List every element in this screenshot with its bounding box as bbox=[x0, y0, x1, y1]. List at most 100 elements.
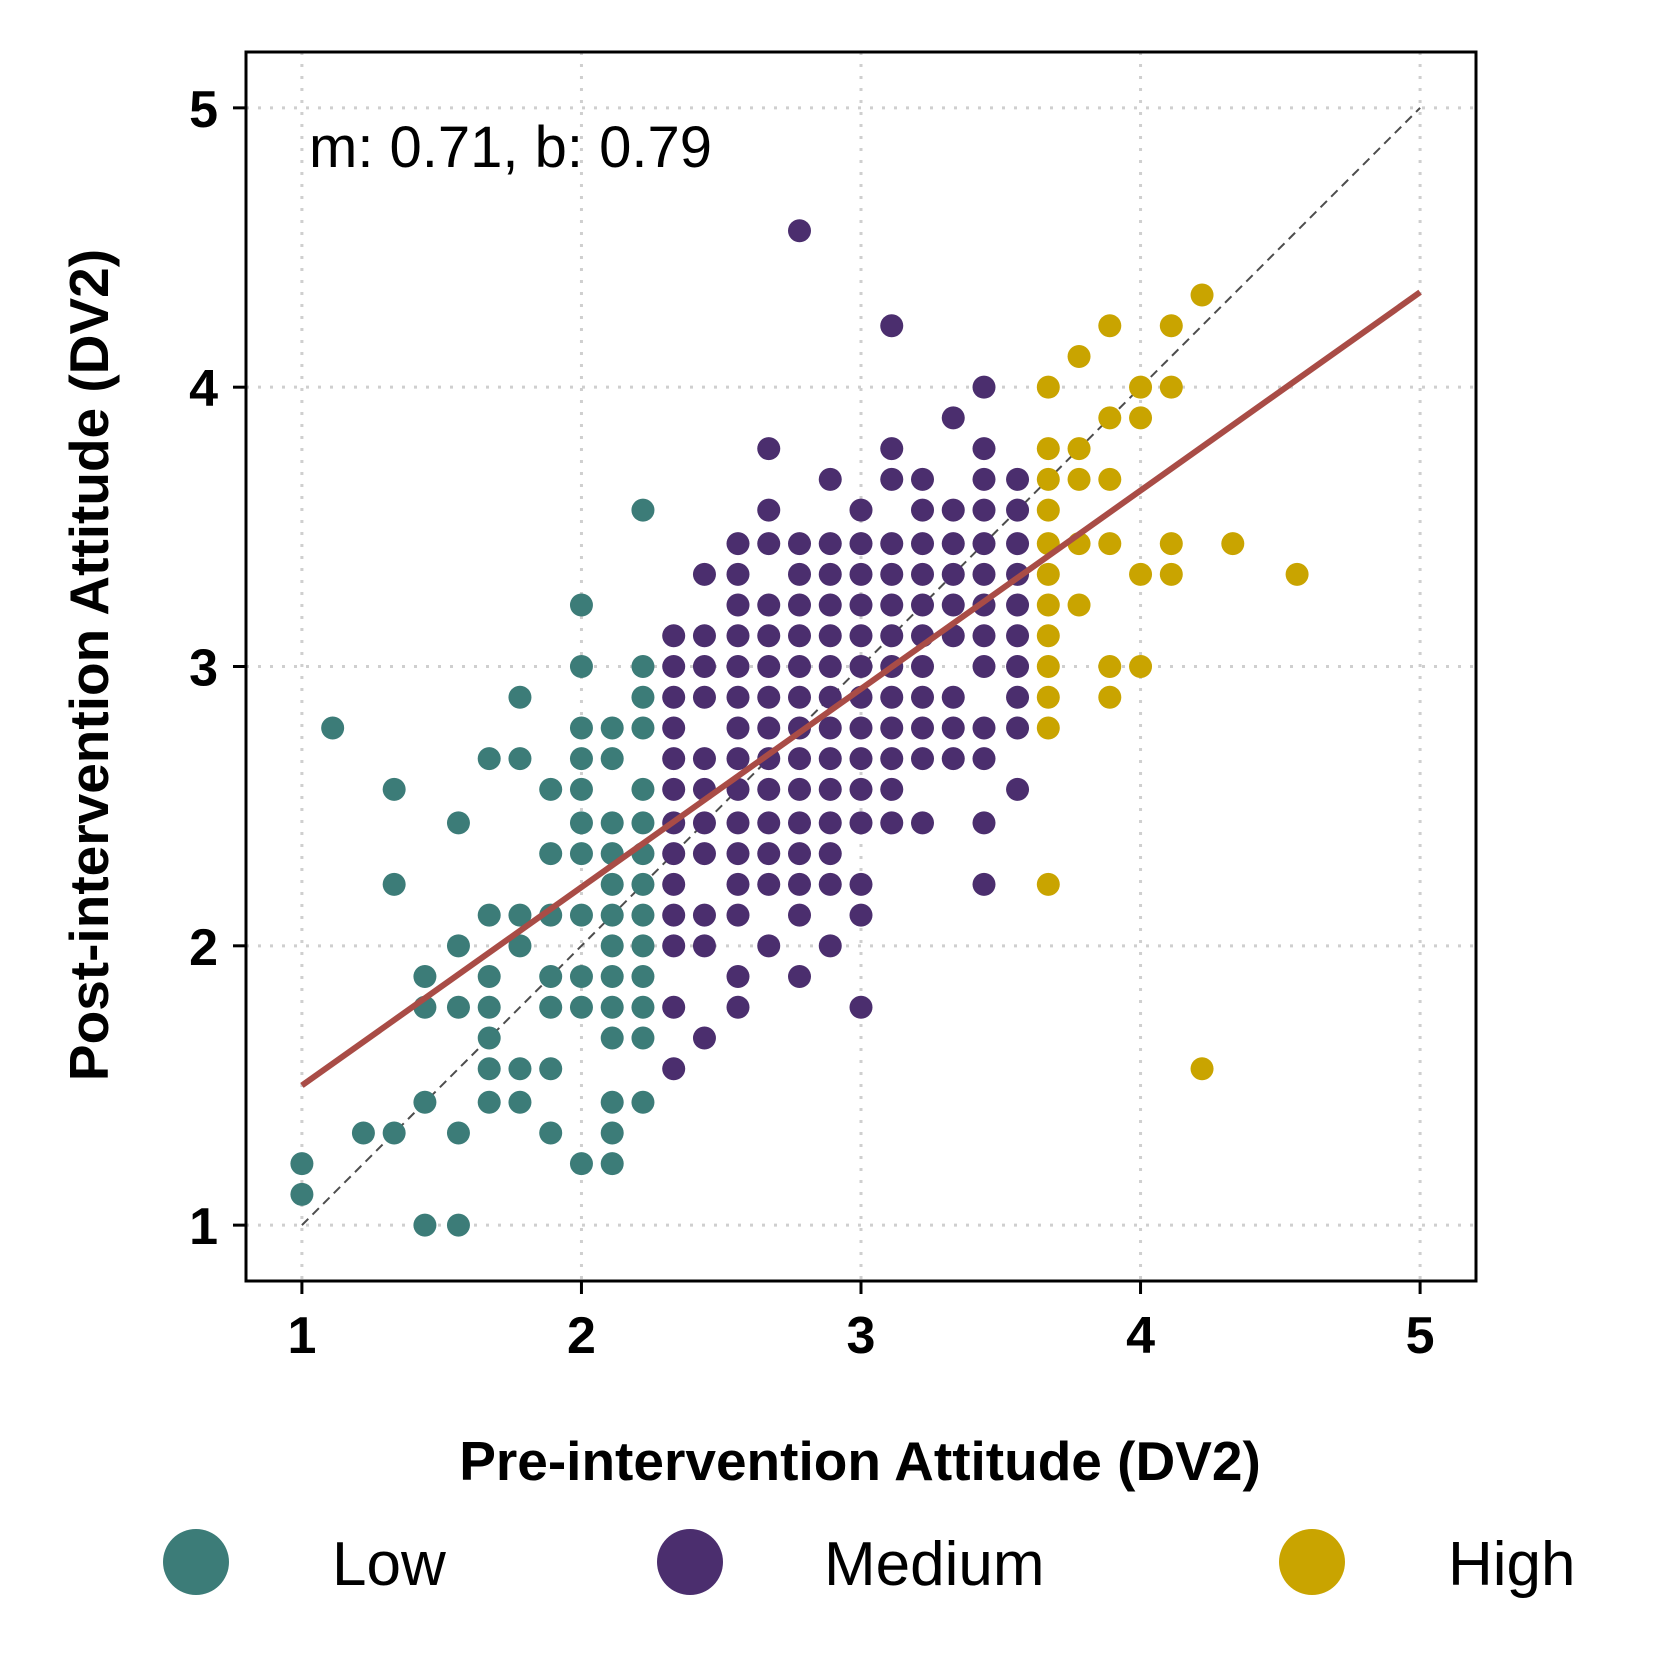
point-medium bbox=[880, 437, 904, 461]
point-medium bbox=[726, 655, 750, 678]
point-medium bbox=[818, 624, 842, 648]
point-medium bbox=[1006, 593, 1030, 617]
point-medium bbox=[757, 777, 781, 801]
point-low bbox=[569, 655, 593, 678]
point-low bbox=[413, 965, 437, 989]
point-high bbox=[1098, 655, 1122, 678]
x-axis-title: Pre-intervention Attitude (DV2) bbox=[459, 1430, 1261, 1492]
point-low bbox=[413, 1090, 437, 1114]
point-high bbox=[1098, 406, 1122, 430]
point-medium bbox=[692, 1026, 716, 1050]
point-low bbox=[539, 777, 563, 801]
point-medium bbox=[941, 562, 965, 586]
point-medium bbox=[972, 437, 996, 461]
point-low bbox=[600, 747, 624, 771]
legend-marker-medium bbox=[657, 1529, 723, 1595]
point-high bbox=[1129, 406, 1153, 430]
point-high bbox=[1036, 467, 1060, 491]
point-medium bbox=[662, 1057, 686, 1081]
point-medium bbox=[972, 562, 996, 586]
point-high bbox=[1067, 437, 1091, 461]
point-medium bbox=[726, 747, 750, 771]
point-low bbox=[600, 1090, 624, 1114]
point-high bbox=[1098, 685, 1122, 709]
point-medium bbox=[726, 842, 750, 866]
point-low bbox=[631, 777, 655, 801]
point-medium bbox=[788, 562, 811, 586]
point-medium bbox=[880, 747, 904, 771]
point-low bbox=[477, 1026, 501, 1050]
point-medium bbox=[726, 685, 750, 709]
point-medium bbox=[818, 934, 842, 958]
point-medium bbox=[972, 811, 996, 835]
point-low bbox=[539, 1121, 563, 1145]
point-low bbox=[631, 1026, 655, 1050]
point-medium bbox=[941, 747, 965, 771]
point-medium bbox=[1006, 532, 1030, 556]
point-low bbox=[600, 811, 624, 835]
point-medium bbox=[757, 437, 781, 461]
point-high bbox=[1129, 655, 1153, 678]
point-medium bbox=[880, 624, 904, 648]
point-medium bbox=[880, 314, 904, 338]
point-medium bbox=[911, 532, 934, 556]
legend-label-medium: Medium bbox=[824, 1530, 1045, 1599]
point-medium bbox=[726, 903, 750, 927]
point-high bbox=[1190, 283, 1214, 307]
point-medium bbox=[788, 811, 811, 835]
point-medium bbox=[941, 532, 965, 556]
point-low bbox=[600, 1121, 624, 1145]
point-high bbox=[1129, 562, 1153, 586]
point-medium bbox=[726, 593, 750, 617]
point-medium bbox=[818, 562, 842, 586]
point-low bbox=[508, 747, 532, 771]
point-medium bbox=[849, 624, 873, 648]
point-medium bbox=[788, 777, 811, 801]
point-low bbox=[508, 685, 532, 709]
point-low bbox=[631, 872, 655, 896]
point-medium bbox=[880, 562, 904, 586]
legend-marker-low bbox=[163, 1529, 229, 1595]
point-medium bbox=[788, 532, 811, 556]
x-tick-label: 2 bbox=[567, 1307, 596, 1365]
point-medium bbox=[880, 777, 904, 801]
fit-annotation: m: 0.71, b: 0.79 bbox=[309, 115, 712, 180]
point-medium bbox=[757, 685, 781, 709]
point-medium bbox=[757, 872, 781, 896]
point-low bbox=[569, 903, 593, 927]
point-medium bbox=[911, 655, 934, 678]
y-tick-label: 3 bbox=[189, 640, 218, 698]
point-low bbox=[631, 811, 655, 835]
point-medium bbox=[788, 903, 811, 927]
point-medium bbox=[911, 716, 934, 740]
point-low bbox=[477, 1057, 501, 1081]
y-tick-label: 5 bbox=[189, 81, 218, 139]
point-medium bbox=[757, 655, 781, 678]
point-low bbox=[508, 903, 532, 927]
point-medium bbox=[726, 624, 750, 648]
point-medium bbox=[972, 467, 996, 491]
point-low bbox=[631, 655, 655, 678]
point-medium bbox=[972, 747, 996, 771]
point-medium bbox=[880, 685, 904, 709]
point-medium bbox=[692, 562, 716, 586]
point-medium bbox=[849, 532, 873, 556]
point-high bbox=[1036, 716, 1060, 740]
point-medium bbox=[849, 716, 873, 740]
point-low bbox=[569, 777, 593, 801]
point-medium bbox=[818, 777, 842, 801]
point-low bbox=[539, 903, 563, 927]
axis-ticks: 1 2 3 4 5 1 2 3 4 5 bbox=[189, 81, 1434, 1365]
point-low bbox=[569, 747, 593, 771]
point-medium bbox=[726, 965, 750, 989]
point-medium bbox=[880, 467, 904, 491]
point-medium bbox=[941, 593, 965, 617]
point-medium bbox=[692, 811, 716, 835]
point-medium bbox=[818, 842, 842, 866]
point-low bbox=[631, 498, 655, 522]
point-low bbox=[321, 716, 345, 740]
point-medium bbox=[880, 532, 904, 556]
point-low bbox=[508, 1090, 532, 1114]
point-medium bbox=[818, 655, 842, 678]
point-medium bbox=[726, 562, 750, 586]
